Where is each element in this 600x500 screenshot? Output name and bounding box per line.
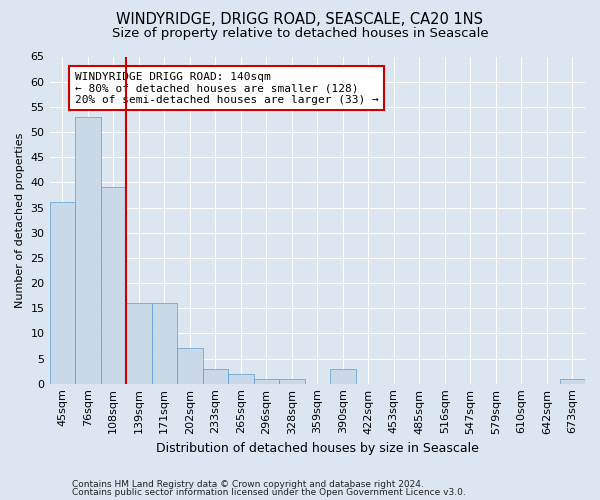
Bar [126, 303, 152, 384]
Bar [228, 374, 254, 384]
Text: WINDYRIDGE, DRIGG ROAD, SEASCALE, CA20 1NS: WINDYRIDGE, DRIGG ROAD, SEASCALE, CA20 1… [116, 12, 484, 28]
Bar [101, 188, 126, 384]
Bar [330, 368, 356, 384]
Bar [560, 378, 585, 384]
Y-axis label: Number of detached properties: Number of detached properties [15, 132, 25, 308]
Text: Contains public sector information licensed under the Open Government Licence v3: Contains public sector information licen… [72, 488, 466, 497]
Bar [152, 303, 177, 384]
Bar [75, 117, 101, 384]
X-axis label: Distribution of detached houses by size in Seascale: Distribution of detached houses by size … [156, 442, 479, 455]
Text: Contains HM Land Registry data © Crown copyright and database right 2024.: Contains HM Land Registry data © Crown c… [72, 480, 424, 489]
Bar [254, 378, 279, 384]
Bar [203, 368, 228, 384]
Bar [177, 348, 203, 384]
Text: Size of property relative to detached houses in Seascale: Size of property relative to detached ho… [112, 28, 488, 40]
Text: WINDYRIDGE DRIGG ROAD: 140sqm
← 80% of detached houses are smaller (128)
20% of : WINDYRIDGE DRIGG ROAD: 140sqm ← 80% of d… [75, 72, 379, 105]
Bar [50, 202, 75, 384]
Bar [279, 378, 305, 384]
